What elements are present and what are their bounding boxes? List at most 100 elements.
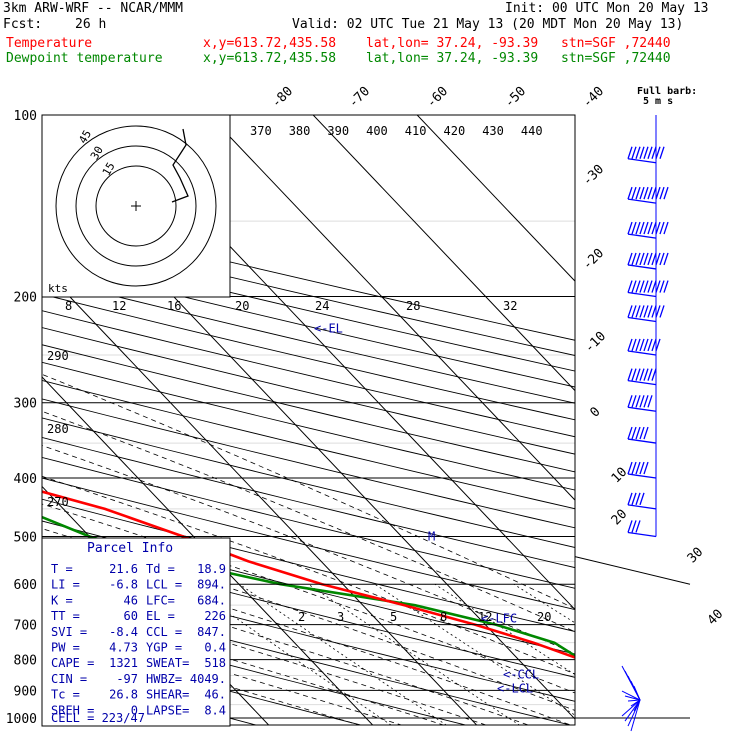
barb-flag [659, 252, 665, 266]
barb-staff [627, 198, 657, 204]
barb-staff [627, 438, 657, 444]
isotherm-label: -80 [269, 84, 296, 111]
parcel-param-value: 8.4 [204, 703, 226, 717]
barb-flag [627, 492, 633, 506]
isotherm-label: -30 [580, 162, 607, 189]
theta-label: 290 [47, 349, 69, 363]
barb-flag [643, 305, 649, 318]
moist-adiabat [42, 445, 575, 654]
isotherm [42, 376, 374, 725]
parcel-param-value: 0 [131, 703, 138, 717]
parcel-param-value: 21.6 [109, 562, 138, 576]
hodograph-scale-label: 24 [315, 299, 329, 313]
parcel-param-label: YGP = [146, 641, 182, 655]
isotherm-label: -60 [424, 84, 451, 111]
theta-e-label: 430 [482, 124, 504, 138]
barb-flag [647, 395, 653, 408]
barb-flag [639, 252, 645, 266]
moist-adiabat [42, 475, 575, 675]
theta-e-label: 370 [250, 124, 272, 138]
mixing-ratio-label: 12 [478, 610, 492, 624]
lfc-marker: <-LFC [481, 612, 517, 626]
parcel-param-value: 226 [204, 609, 226, 623]
parcel-param-value: 847. [197, 625, 226, 639]
wind-barb [627, 492, 657, 510]
dry-adiabat [42, 614, 468, 725]
isotherm-label: 30 [685, 545, 707, 567]
barb-flag [631, 280, 637, 293]
barb-flag [639, 280, 645, 293]
parcel-param-value: 46 [124, 593, 138, 607]
parcel-param-value: -6.8 [109, 578, 138, 592]
parcel-info-box [41, 537, 231, 727]
dry-adiabat [42, 520, 575, 655]
mixing-ratio-line [308, 583, 521, 725]
barb-staff [627, 406, 657, 412]
barb-flag [631, 461, 637, 475]
pressure-label: 600 [14, 578, 37, 593]
barb-flag [635, 461, 641, 475]
barb-flag [643, 186, 649, 200]
hodograph-scale-label: 8 [65, 299, 72, 313]
dry-adiabat [42, 361, 575, 491]
parcel-param-value: 4.73 [109, 641, 138, 655]
barb-flag [647, 368, 653, 381]
dry-adiabat [42, 293, 575, 421]
barb-flag [655, 280, 661, 293]
wind-barb [627, 221, 669, 239]
theta-e-label: 380 [289, 124, 311, 138]
barb-flag [639, 186, 645, 200]
barb-staff [627, 264, 657, 270]
theta-e-label: 400 [366, 124, 388, 138]
barb-flag [639, 338, 645, 352]
pressure-label: 400 [14, 472, 37, 487]
wind-barb [627, 395, 657, 412]
barb-flag [627, 520, 633, 533]
barb-flag [639, 492, 645, 506]
barb-flag [659, 305, 665, 318]
wind-barb [627, 520, 657, 538]
barb-flag [631, 395, 637, 408]
barb-flag [639, 221, 645, 235]
hodograph-ring-label: 45 [76, 128, 94, 146]
moist-adiabat [42, 550, 572, 725]
barb-flag [635, 252, 641, 266]
parcel-param-label: LAPSE= [146, 703, 189, 717]
wind-barb [627, 338, 661, 356]
barb-flag [627, 186, 633, 200]
parcel-param-label: LI = [51, 578, 80, 592]
barb-flag [635, 186, 641, 200]
barb-flag [659, 280, 665, 293]
barb-flag [631, 338, 637, 352]
pressure-label: 700 [14, 619, 37, 634]
barb-flag [635, 520, 641, 533]
barb-staff [633, 685, 641, 701]
header: 3km ARW-WRF -- NCAR/MMM Init: 00 UTC Mon… [0, 0, 740, 70]
forecast-label: Fcst: [3, 17, 43, 32]
hodograph-ring [55, 125, 217, 287]
temperature-xy: x,y=613.72,435.58 [203, 36, 337, 51]
parcel-param-label: K = [51, 593, 73, 607]
barb-flag [627, 395, 633, 408]
wind-key-label: Full barb: [637, 86, 697, 97]
wind-barb [627, 368, 657, 386]
dry-adiabat [42, 310, 575, 438]
isotherm [312, 115, 575, 392]
barb-flag [639, 461, 645, 475]
isotherm-label: 40 [705, 607, 727, 629]
temperature-legend: Temperature [6, 36, 93, 51]
barb-staff [627, 379, 657, 386]
pressure-label: 300 [14, 397, 37, 412]
barb-flag [631, 146, 637, 159]
theta-e-label: 410 [405, 124, 427, 138]
parcel-param-value: 1321 [109, 656, 138, 670]
parcel-param-value: 894. [197, 578, 226, 592]
valid-time: Valid: 02 UTC Tue 21 May 13 (20 MDT Mon … [292, 17, 684, 32]
barb-staff [621, 690, 641, 701]
moist-adiabat [42, 528, 575, 711]
pressure-label: 1000 [6, 712, 37, 727]
isotherm-label: -20 [580, 246, 607, 273]
dry-adiabat [42, 498, 575, 632]
barb-staff [630, 699, 641, 732]
barb-flag [655, 252, 661, 266]
